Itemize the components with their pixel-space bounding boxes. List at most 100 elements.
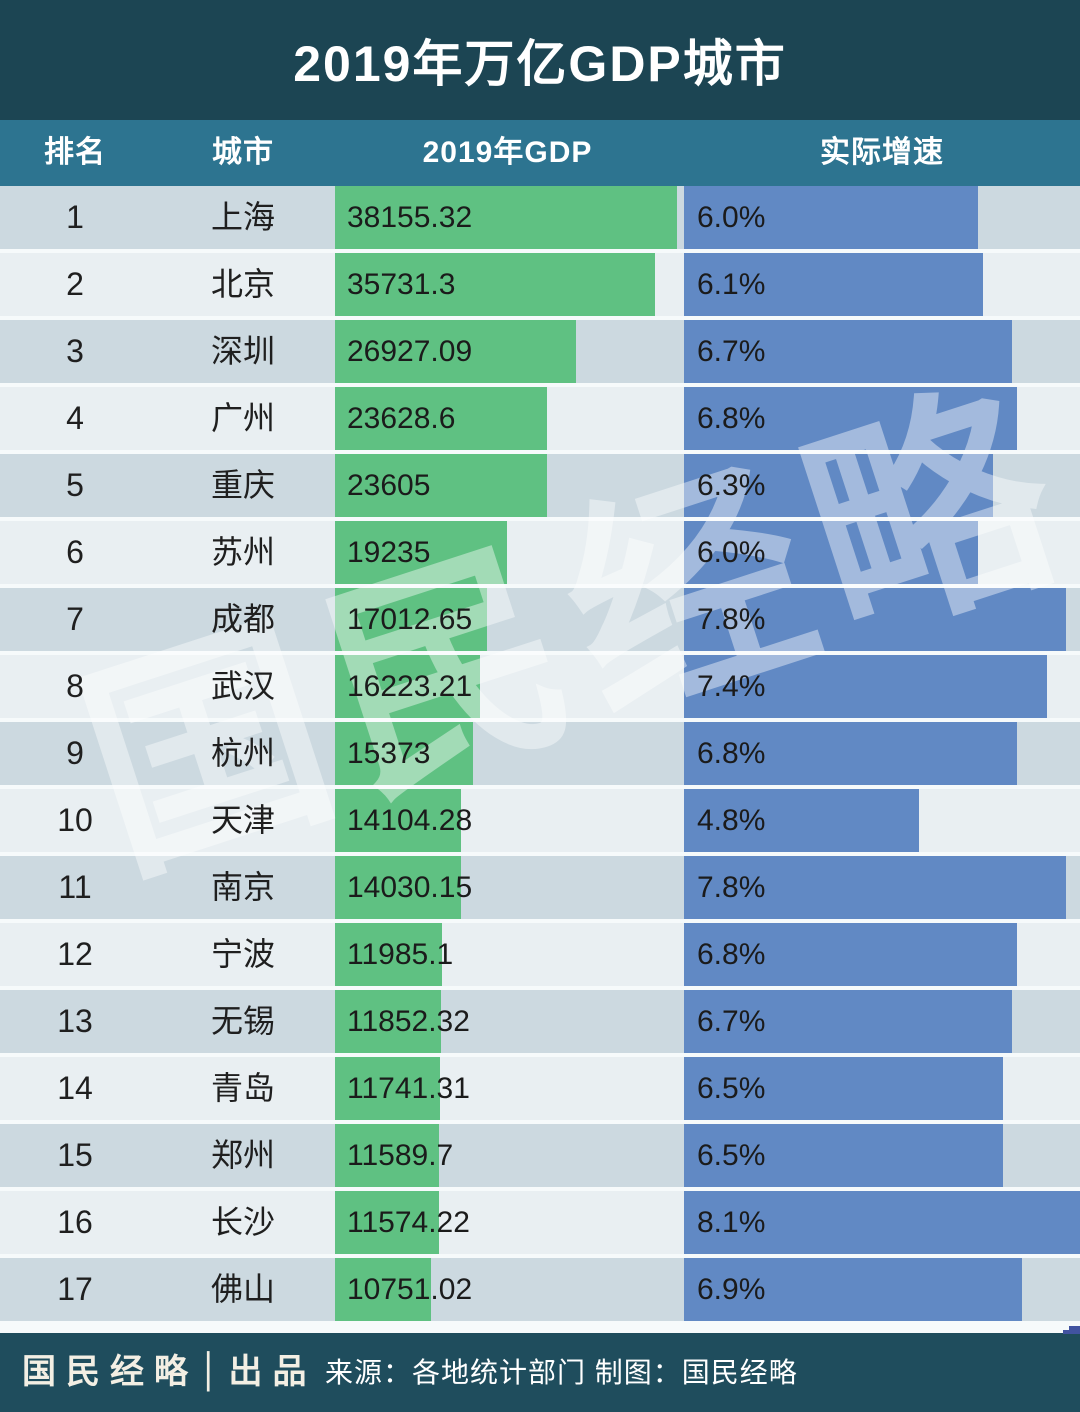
gdp-bar: [335, 588, 487, 651]
table-row: 14 青岛 11741.31 6.5%: [0, 1057, 1080, 1120]
table-row: 9 杭州 15373 6.8%: [0, 722, 1080, 785]
gdp-value: 17012.65: [347, 603, 473, 636]
rank-value: 13: [57, 1003, 93, 1039]
growth-value: 6.1%: [697, 268, 766, 301]
growth-bar: [684, 856, 1066, 919]
gdp-value: 11741.31: [347, 1072, 470, 1105]
table-row: 16 长沙 11574.22 8.1%: [0, 1191, 1080, 1254]
gdp-value: 26927.09: [347, 335, 473, 368]
gdp-bar: [335, 923, 442, 986]
growth-value: 6.7%: [697, 335, 766, 368]
growth-bar: [684, 990, 1012, 1053]
rank-value: 12: [57, 936, 93, 972]
city-name: 郑州: [210, 1137, 275, 1173]
growth-value: 7.8%: [697, 871, 766, 904]
city-name: 长沙: [210, 1204, 275, 1240]
table-row: 15 郑州 11589.7 6.5%: [0, 1124, 1080, 1187]
table-body: 1 上海 38155.32 6.0% 2 北京 35731.3 6.1% 3 深圳 26927.09…: [0, 186, 1080, 1325]
growth-bar: [684, 923, 1017, 986]
growth-value: 4.8%: [697, 804, 766, 837]
growth-value: 8.1%: [697, 1206, 766, 1239]
gdp-value: 14104.28: [347, 804, 473, 837]
city-name: 重庆: [210, 467, 275, 503]
gdp-value: 23628.6: [347, 402, 456, 435]
city-name: 上海: [210, 199, 275, 235]
growth-value: 6.5%: [697, 1072, 766, 1105]
gdp-bar: [335, 655, 480, 718]
table-row: 11 南京 14030.15 7.8%: [0, 856, 1080, 919]
rank-value: 7: [66, 601, 84, 637]
gdp-bar: [335, 856, 461, 919]
growth-value: 6.0%: [697, 536, 766, 569]
footer-bar: 国民经略│出品 来源：各地统计部门 制图：国民经略: [0, 1333, 1080, 1412]
gdp-value: 14030.15: [347, 871, 473, 904]
footer-brand: 国民经略│出品: [22, 1352, 317, 1392]
rank-value: 9: [66, 735, 84, 771]
growth-value: 6.7%: [697, 1005, 766, 1038]
gdp-bar: [335, 521, 507, 584]
growth-bar: [684, 1258, 1022, 1321]
city-name: 武汉: [210, 668, 275, 704]
growth-value: 6.8%: [697, 402, 766, 435]
growth-value: 6.8%: [697, 737, 766, 770]
footer-source-text: 来源：各地统计部门 制图：国民经略: [325, 1357, 798, 1388]
column-header-city: 城市: [212, 136, 274, 169]
column-header-gdp: 2019年GDP: [422, 136, 593, 169]
rank-value: 14: [57, 1070, 93, 1106]
table-row: 7 成都 17012.65 7.8%: [0, 588, 1080, 651]
growth-bar: [684, 253, 983, 316]
city-name: 成都: [210, 601, 275, 637]
rank-value: 8: [66, 668, 84, 704]
growth-bar: [684, 521, 978, 584]
growth-bar: [684, 454, 993, 517]
table-row: 8 武汉 16223.21 7.4%: [0, 655, 1080, 718]
gdp-value: 15373: [347, 737, 431, 770]
growth-value: 6.9%: [697, 1273, 766, 1306]
growth-value: 6.3%: [697, 469, 766, 502]
growth-bar: [684, 722, 1017, 785]
rank-value: 11: [58, 869, 92, 905]
growth-value: 6.8%: [697, 938, 766, 971]
growth-bar: [684, 1057, 1003, 1120]
city-name: 佛山: [210, 1271, 275, 1307]
gdp-value: 38155.32: [347, 201, 473, 234]
gdp-value: 11589.7: [347, 1139, 454, 1172]
growth-value: 6.5%: [697, 1139, 766, 1172]
city-name: 天津: [210, 802, 275, 838]
gdp-value: 10751.02: [347, 1273, 473, 1306]
gdp-value: 11852.32: [347, 1005, 470, 1038]
rank-value: 15: [57, 1137, 93, 1173]
growth-value: 7.8%: [697, 603, 766, 636]
growth-bar: [684, 186, 978, 249]
corner-logo-mark: [1063, 1326, 1080, 1334]
rank-value: 5: [66, 467, 84, 503]
page-title: 2019年万亿GDP城市: [293, 36, 787, 92]
column-header-growth: 实际增速: [820, 136, 944, 169]
city-name: 无锡: [210, 1003, 275, 1039]
growth-bar: [684, 387, 1017, 450]
gdp-value: 35731.3: [347, 268, 456, 301]
growth-bar: [684, 789, 919, 852]
gdp-value: 11574.22: [347, 1206, 470, 1239]
table-row: 10 天津 14104.28 4.8%: [0, 789, 1080, 852]
table-row: 4 广州 23628.6 6.8%: [0, 387, 1080, 450]
table-row: 13 无锡 11852.32 6.7%: [0, 990, 1080, 1053]
table-row: 1 上海 38155.32 6.0%: [0, 186, 1080, 249]
rank-value: 3: [66, 333, 84, 369]
city-name: 青岛: [210, 1070, 275, 1106]
table-row: 17 佛山 10751.02 6.9%: [0, 1258, 1080, 1321]
city-name: 广州: [210, 400, 275, 436]
rank-value: 2: [66, 266, 84, 302]
rank-value: 17: [57, 1271, 93, 1307]
gdp-bar: [335, 454, 547, 517]
gdp-bar: [335, 789, 461, 852]
gdp-bar: [335, 387, 547, 450]
gdp-value: 19235: [347, 536, 431, 569]
table-row: 6 苏州 19235 6.0%: [0, 521, 1080, 584]
table-row: 3 深圳 26927.09 6.7%: [0, 320, 1080, 383]
growth-bar: [684, 1124, 1003, 1187]
rank-value: 6: [66, 534, 84, 570]
rank-value: 4: [66, 400, 84, 436]
city-name: 宁波: [210, 936, 275, 972]
gdp-bar: [335, 320, 576, 383]
